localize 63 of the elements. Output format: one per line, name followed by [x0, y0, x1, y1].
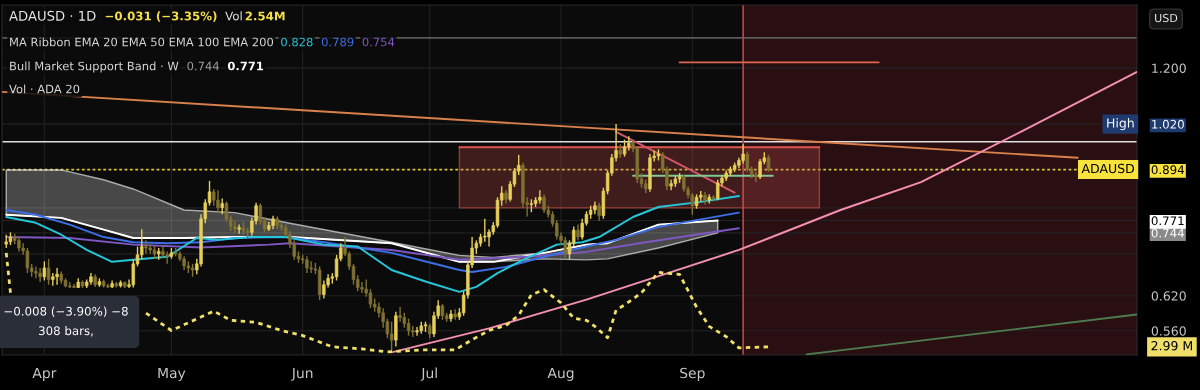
x-tick-label: Aug [547, 367, 574, 381]
y-tick-label: 0.560 [1151, 326, 1186, 336]
candlestick [542, 193, 546, 214]
annotation: 0.771 [227, 61, 264, 71]
candlestick [34, 265, 38, 280]
line-series [5, 227, 740, 261]
candlestick [237, 223, 241, 235]
y-tick-label: 0.894 [1151, 165, 1185, 175]
candlestick [144, 239, 148, 255]
text: USD [1155, 13, 1178, 23]
candlestick [741, 143, 745, 165]
annotation: High [1107, 118, 1134, 131]
candlestick [38, 267, 42, 283]
x-tick-label: May [158, 367, 186, 381]
annotation: ADAUSD · 1D [9, 10, 96, 21]
candlestick [216, 189, 220, 213]
y-tick-label: 0.744 [1151, 228, 1185, 238]
candlestick [538, 189, 542, 205]
y-tick-label: 1.200 [1152, 63, 1186, 74]
candlestick [55, 267, 59, 286]
y-tick-label: 0.620 [1151, 291, 1186, 301]
y-tick-label: 1.020 [1152, 119, 1184, 129]
x-tick-label: Jul [420, 367, 437, 381]
candlestick [487, 228, 491, 248]
candlestick [224, 200, 229, 223]
candlestick [25, 247, 30, 274]
annotation: 0.744 [187, 61, 219, 71]
annotation: Bull Market Support Band · W [10, 61, 179, 73]
annotation: 0.828 [281, 37, 313, 47]
candlestick [580, 218, 584, 241]
candlestick [51, 272, 55, 287]
annotation: 0.754 [362, 37, 395, 47]
annotation: Vol [225, 11, 242, 21]
candlestick [758, 158, 762, 180]
candlestick [258, 202, 263, 226]
annotation: −0.031 (−3.35%) [105, 11, 217, 22]
candlestick [483, 218, 487, 243]
x-tick-label: Apr [32, 367, 57, 381]
ref-line-label: ADAUSD [1081, 163, 1134, 174]
annotation: 2.54M [245, 11, 285, 21]
candlestick [398, 306, 402, 323]
candlestick [46, 258, 51, 286]
candlestick [415, 326, 419, 337]
annotation: MA Ribbon EMA 20 EMA 50 EMA 100 EMA 200 [10, 37, 274, 47]
annotation: 308 bars, [39, 326, 93, 337]
line-series [5, 209, 740, 274]
line-series [390, 70, 1137, 354]
candlestick [309, 260, 313, 274]
annotation: 0.789 [321, 37, 354, 47]
line-series [5, 195, 740, 293]
candlestick [716, 179, 720, 201]
annotation: Vol · ADA 20 [9, 84, 80, 94]
candlestick [745, 150, 750, 173]
candlestick [563, 236, 567, 260]
x-tick-label: Jun [291, 367, 313, 381]
text: 2.99 M [1151, 341, 1192, 351]
candlestick [42, 260, 47, 282]
candlestick [360, 281, 364, 294]
candlestick [597, 202, 601, 222]
line-series [5, 213, 719, 263]
annotation: −0.008 (−3.90%) −8 [4, 306, 128, 318]
y-tick-label: 0.771 [1151, 216, 1184, 226]
x-tick-label: Sep [680, 367, 705, 381]
